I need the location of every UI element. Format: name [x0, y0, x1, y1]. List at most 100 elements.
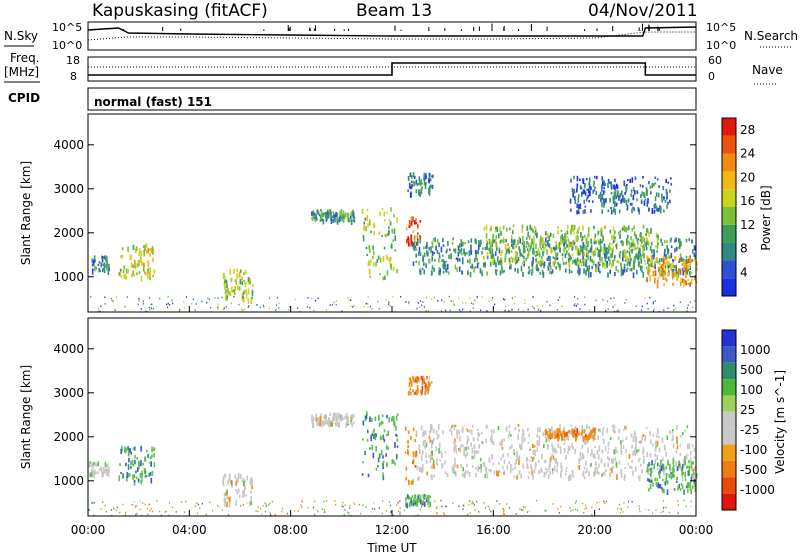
freq-tick-top: 18	[66, 54, 80, 67]
echo-cell	[649, 246, 652, 251]
echo-cell	[692, 306, 694, 308]
echo-cell	[390, 417, 393, 422]
echo-cell	[612, 246, 615, 251]
echo-cell	[662, 258, 665, 264]
echo-cell	[662, 255, 665, 258]
echo-cell	[642, 176, 644, 179]
echo-cell	[408, 479, 410, 486]
echo-cell	[426, 296, 428, 299]
echo-cell	[514, 466, 516, 470]
echo-cell	[433, 251, 435, 255]
echo-cell	[595, 240, 597, 245]
echo-cell	[149, 456, 152, 460]
echo-cell	[693, 448, 696, 452]
echo-cell	[639, 184, 642, 188]
echo-cell	[598, 508, 601, 511]
echo-cell	[620, 190, 623, 196]
echo-cell	[335, 299, 337, 302]
echo-cell	[518, 429, 521, 433]
echo-cell	[583, 261, 585, 267]
echo-cell	[641, 254, 643, 257]
echo-cell	[464, 454, 467, 459]
echo-cell	[565, 454, 567, 460]
echo-cell	[551, 269, 554, 274]
echo-cell	[352, 421, 355, 425]
echo-cell	[476, 262, 479, 269]
echo-cell	[101, 255, 103, 259]
echo-cell	[659, 271, 661, 277]
echo-cell	[255, 510, 257, 512]
echo-cell	[507, 310, 510, 312]
echo-cell	[571, 188, 574, 193]
echo-cell	[648, 478, 651, 483]
echo-cell	[556, 432, 559, 438]
echo-cell	[564, 432, 566, 438]
echo-cell	[549, 270, 551, 275]
echo-cell	[525, 459, 528, 463]
echo-cell	[468, 503, 470, 506]
echo-cell	[691, 239, 693, 244]
echo-cell	[440, 499, 442, 502]
echo-cell	[542, 240, 545, 244]
echo-cell	[590, 209, 592, 213]
echo-cell	[646, 464, 649, 467]
echo-cell	[624, 259, 627, 262]
echo-cell	[620, 472, 623, 478]
echo-cell	[235, 500, 237, 506]
velocity-colorbar-swatch	[722, 477, 736, 494]
echo-cell	[441, 259, 443, 263]
echo-cell	[639, 238, 642, 242]
echo-cell	[666, 197, 668, 200]
echo-cell	[476, 250, 479, 255]
echo-cell	[587, 188, 590, 194]
echo-cell	[124, 446, 126, 452]
echo-cell	[643, 455, 645, 458]
echo-cell	[245, 293, 248, 299]
echo-cell	[321, 508, 323, 511]
echo-cell	[659, 467, 662, 471]
echo-cell	[501, 446, 504, 450]
echo-cell	[133, 265, 135, 268]
echo-cell	[418, 467, 421, 473]
echo-cell	[583, 234, 586, 238]
echo-cell	[128, 472, 131, 477]
echo-cell	[608, 244, 610, 249]
echo-cell	[682, 463, 685, 469]
echo-cell	[682, 459, 685, 463]
echo-cell	[249, 278, 251, 283]
echo-cell	[646, 240, 649, 245]
echo-cell	[512, 224, 515, 227]
echo-cell	[421, 501, 423, 504]
echo-cell	[351, 423, 353, 428]
echo-cell	[649, 453, 652, 458]
echo-cell	[621, 240, 623, 243]
echo-cell	[624, 302, 626, 304]
echo-cell	[330, 218, 333, 221]
echo-cell	[196, 502, 198, 504]
echo-cell	[531, 470, 534, 476]
echo-cell	[453, 248, 455, 252]
echo-cell	[544, 459, 547, 463]
echo-cell	[534, 461, 537, 467]
echo-cell	[456, 429, 458, 435]
echo-cell	[557, 243, 560, 250]
echo-cell	[444, 471, 447, 475]
echo-cell	[399, 507, 401, 509]
velocity-colorbar-tick: -1000	[740, 483, 775, 497]
echo-cell	[234, 285, 236, 292]
echo-cell	[342, 213, 344, 219]
echo-cell	[465, 301, 467, 304]
echo-cell	[629, 203, 632, 206]
echo-cell	[585, 198, 588, 202]
echo-cell	[425, 244, 428, 249]
echo-cell	[499, 503, 501, 505]
echo-cell	[555, 246, 558, 250]
echo-cell	[575, 305, 577, 307]
echo-cell	[418, 476, 420, 481]
echo-cell	[494, 251, 497, 256]
echo-cell	[405, 476, 408, 481]
echo-cell	[654, 277, 656, 284]
echo-cell	[218, 506, 220, 508]
echo-cell	[223, 281, 226, 287]
echo-cell	[420, 455, 423, 461]
